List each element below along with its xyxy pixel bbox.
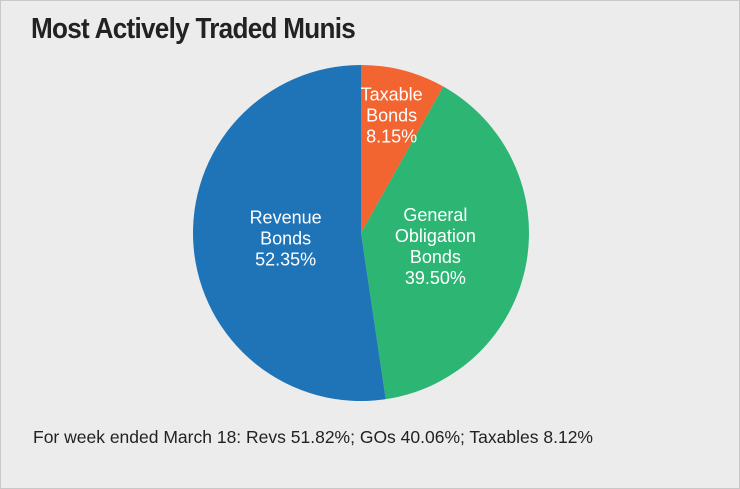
chart-title: Most Actively Traded Munis (31, 13, 356, 45)
footnote: For week ended March 18: Revs 51.82%; GO… (33, 427, 593, 447)
pie-slice (193, 65, 386, 401)
pie-slice (361, 65, 444, 233)
slice-label: General Obligation Bonds 39.50% (385, 205, 485, 289)
slice-name: Taxable Bonds (360, 84, 423, 126)
slice-name: General Obligation Bonds (394, 204, 476, 267)
slice-label: Taxable Bonds 8.15% (342, 84, 442, 147)
value-label: 52.35% (255, 249, 317, 270)
slice-name: Revenue Bonds (249, 207, 322, 249)
pie-slice (361, 86, 529, 400)
slice-label: Revenue Bonds 52.35% (236, 207, 336, 270)
value-label: 39.50% (404, 267, 466, 288)
value-label: 8.15% (366, 126, 418, 147)
